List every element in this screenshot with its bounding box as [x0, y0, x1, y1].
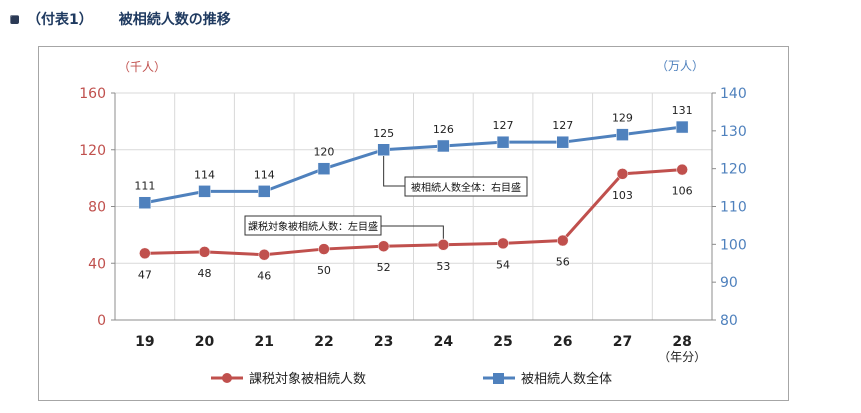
data-label-total: 127	[552, 119, 573, 132]
heading-prefix: （付表1）	[27, 12, 93, 28]
right-axis-tick-label: 120	[720, 162, 747, 178]
series-line-taxable	[144, 168, 683, 257]
data-point-total	[675, 120, 689, 134]
callout-box	[404, 176, 528, 197]
data-label-total: 125	[373, 127, 394, 140]
data-label-total: 114	[254, 168, 275, 181]
x-axis-tick-label: 19	[135, 334, 154, 350]
callout-label-taxable: 課税対象被相続人数：左目盛	[248, 220, 378, 233]
right-axis-tick-label: 110	[720, 200, 747, 216]
data-label-total: 111	[134, 180, 155, 193]
callout-leader-line	[383, 155, 406, 187]
data-label-total: 120	[313, 146, 334, 159]
data-point-taxable	[377, 240, 390, 252]
right-axis-tick-label: 100	[720, 237, 747, 253]
data-label-taxable: 52	[377, 261, 391, 274]
data-point-taxable	[676, 163, 688, 176]
x-axis-tick-label: 24	[434, 334, 454, 350]
page-heading: （付表1） 被相続人数の推移	[10, 8, 231, 30]
data-point-total	[198, 185, 211, 198]
x-axis-tick-label: 27	[613, 334, 632, 350]
data-point-taxable	[139, 247, 151, 260]
data-label-taxable: 54	[496, 258, 510, 271]
legend-label-total: 被相続人数全体	[521, 371, 612, 387]
callout-box	[244, 215, 382, 236]
data-point-taxable	[497, 237, 509, 250]
x-axis-tick-label: 20	[195, 334, 215, 350]
data-point-total	[317, 162, 331, 175]
square-bullet-icon	[10, 14, 19, 24]
right-axis-tick-label: 80	[720, 313, 738, 329]
data-point-taxable	[437, 239, 450, 251]
data-label-total: 129	[612, 112, 633, 125]
right-axis-tick-label: 90	[720, 275, 738, 291]
data-label-taxable: 53	[436, 260, 450, 273]
left-axis-tick-label: 0	[97, 313, 106, 329]
data-point-total	[496, 135, 510, 149]
legend-marker-circle	[222, 373, 232, 383]
data-point-total	[616, 128, 629, 141]
data-point-taxable	[616, 168, 629, 180]
data-point-total	[258, 185, 271, 198]
left-axis-tick-label: 160	[79, 86, 106, 102]
data-label-taxable: 56	[556, 256, 570, 269]
data-point-taxable	[557, 234, 569, 247]
right-axis-unit-label: （万人）	[656, 59, 704, 73]
x-axis-tick-label: 25	[493, 334, 512, 350]
page-title: 被相続人数の推移	[118, 12, 231, 28]
data-label-total: 126	[433, 123, 454, 136]
data-label-taxable: 47	[138, 268, 152, 281]
data-point-total	[556, 135, 569, 149]
x-axis-tick-label: 21	[255, 334, 274, 350]
left-axis-unit-label: （千人）	[118, 60, 166, 74]
data-label-taxable: 46	[257, 270, 271, 283]
data-label-total: 114	[194, 168, 215, 181]
x-axis-tick-label: 26	[553, 334, 572, 350]
data-label-total: 127	[493, 119, 514, 132]
data-label-taxable: 48	[198, 267, 212, 280]
data-point-total	[138, 196, 152, 209]
series-line-total	[144, 125, 683, 205]
data-point-taxable	[318, 243, 330, 255]
x-axis-tick-label: 23	[374, 334, 393, 350]
x-axis-tick-label: 22	[314, 334, 333, 350]
legend-marker-square	[493, 373, 504, 384]
left-axis-tick-label: 80	[88, 200, 106, 216]
data-point-taxable	[258, 248, 270, 261]
legend-label-taxable: 課税対象被相続人数	[249, 371, 366, 387]
right-axis-tick-label: 130	[720, 124, 747, 140]
data-label-taxable: 103	[612, 189, 633, 202]
callout-leader-line	[380, 225, 444, 239]
x-axis-unit-label: （年分）	[658, 350, 706, 364]
data-point-taxable	[198, 246, 211, 258]
data-point-total	[377, 143, 390, 156]
data-label-taxable: 50	[317, 264, 331, 277]
data-label-taxable: 106	[672, 185, 693, 198]
right-axis-tick-label: 140	[720, 86, 747, 102]
callout-label-total: 被相続人数全体：右目盛	[411, 181, 521, 194]
left-axis-tick-label: 120	[79, 143, 106, 159]
x-axis-tick-label: 28	[672, 334, 691, 350]
data-point-total	[437, 139, 450, 153]
data-label-total: 131	[672, 104, 693, 117]
left-axis-tick-label: 40	[88, 256, 106, 272]
